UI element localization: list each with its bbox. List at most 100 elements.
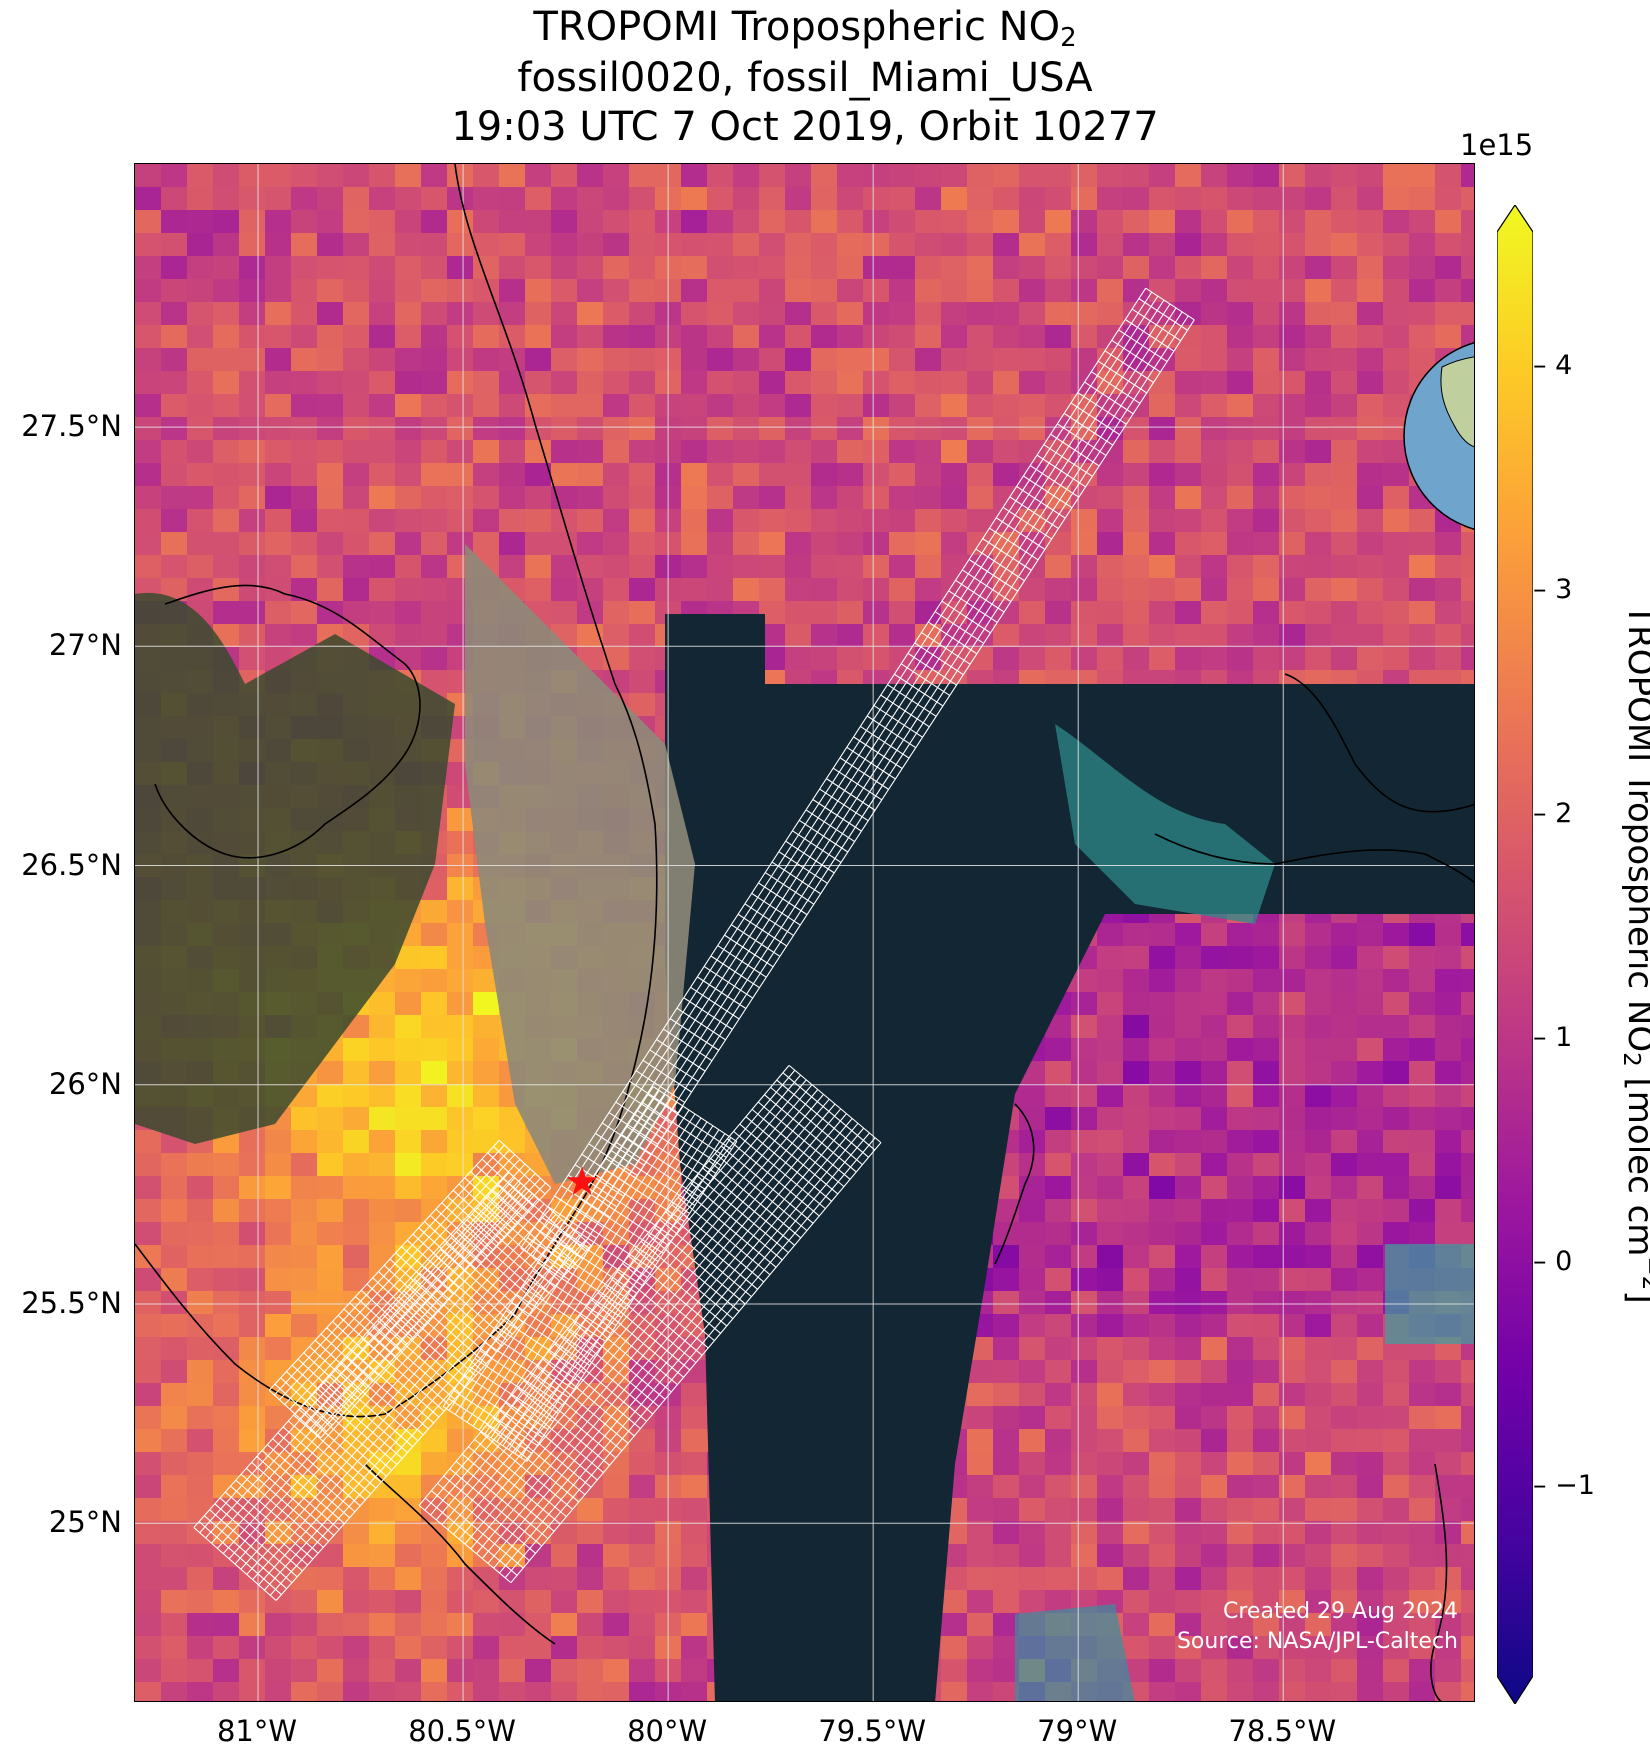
no2-pixel xyxy=(733,233,760,257)
no2-pixel xyxy=(551,1636,578,1660)
no2-pixel xyxy=(421,624,448,648)
no2-pixel xyxy=(1435,1015,1462,1039)
no2-pixel xyxy=(1045,1544,1072,1568)
no2-pixel xyxy=(369,1061,396,1085)
no2-pixel xyxy=(317,1590,344,1614)
map-panel[interactable]: ★ Created 29 Aug 2024 Source: NASA/JPL-C… xyxy=(134,163,1475,1702)
no2-pixel xyxy=(135,302,162,326)
no2-pixel xyxy=(447,440,474,464)
no2-pixel xyxy=(317,256,344,280)
no2-pixel xyxy=(1227,1337,1254,1361)
no2-pixel xyxy=(1461,601,1474,625)
no2-pixel xyxy=(811,601,838,625)
no2-pixel xyxy=(1357,1291,1384,1315)
no2-pixel xyxy=(1071,555,1098,579)
no2-pixel xyxy=(1383,1107,1410,1131)
no2-pixel xyxy=(1019,1314,1046,1338)
no2-pixel xyxy=(213,1475,240,1499)
no2-pixel xyxy=(161,555,188,579)
no2-pixel xyxy=(1227,1590,1254,1614)
no2-pixel xyxy=(967,1406,994,1430)
no2-pixel xyxy=(395,1475,422,1499)
no2-pixel xyxy=(369,1176,396,1200)
no2-pixel xyxy=(1201,1337,1228,1361)
no2-pixel xyxy=(1175,1038,1202,1062)
no2-pixel xyxy=(1123,1613,1150,1637)
no2-pixel xyxy=(291,348,318,372)
no2-pixel xyxy=(265,417,292,441)
no2-pixel xyxy=(187,440,214,464)
no2-pixel xyxy=(1435,1176,1462,1200)
no2-pixel xyxy=(707,555,734,579)
no2-pixel xyxy=(603,1544,630,1568)
no2-pixel xyxy=(1071,1107,1098,1131)
no2-pixel xyxy=(1071,509,1098,533)
no2-pixel xyxy=(525,279,552,303)
no2-pixel xyxy=(1253,1245,1280,1269)
no2-pixel xyxy=(759,164,786,188)
no2-pixel xyxy=(993,1452,1020,1476)
swath-footprint xyxy=(442,1086,738,1462)
no2-pixel xyxy=(1357,394,1384,418)
no2-pixel xyxy=(1305,1337,1332,1361)
no2-pixel xyxy=(187,1613,214,1637)
no2-pixel xyxy=(1149,1406,1176,1430)
no2-pixel xyxy=(239,647,266,671)
no2-pixel xyxy=(1149,969,1176,993)
no2-pixel xyxy=(1305,1475,1332,1499)
no2-pixel xyxy=(681,1452,708,1476)
no2-pixel xyxy=(1435,555,1462,579)
no2-pixel xyxy=(213,348,240,372)
no2-pixel xyxy=(759,371,786,395)
no2-pixel xyxy=(577,394,604,418)
no2-pixel xyxy=(1201,463,1228,487)
no2-pixel xyxy=(759,555,786,579)
no2-pixel xyxy=(629,325,656,349)
no2-pixel xyxy=(213,394,240,418)
no2-pixel xyxy=(421,1038,448,1062)
no2-pixel xyxy=(239,279,266,303)
no2-pixel xyxy=(187,325,214,349)
no2-pixel xyxy=(1019,601,1046,625)
no2-pixel xyxy=(681,1521,708,1545)
no2-pixel xyxy=(447,808,474,832)
no2-pixel xyxy=(1331,210,1358,234)
no2-pixel xyxy=(993,1337,1020,1361)
no2-pixel xyxy=(837,302,864,326)
no2-pixel xyxy=(603,555,630,579)
no2-pixel xyxy=(1279,1682,1306,1701)
no2-pixel xyxy=(135,1682,162,1701)
no2-pixel xyxy=(1019,348,1046,372)
no2-pixel xyxy=(1253,1682,1280,1701)
no2-pixel xyxy=(1331,1383,1358,1407)
no2-pixel xyxy=(1253,923,1280,947)
no2-pixel xyxy=(161,1475,188,1499)
no2-pixel xyxy=(681,463,708,487)
no2-pixel xyxy=(629,1567,656,1591)
no2-pixel xyxy=(1331,1337,1358,1361)
no2-pixel xyxy=(1097,256,1124,280)
no2-pixel xyxy=(421,1176,448,1200)
no2-pixel xyxy=(1227,1613,1254,1637)
longitude-tick-label: 79.5°W xyxy=(818,1714,927,1748)
no2-pixel xyxy=(1201,1199,1228,1223)
no2-pixel xyxy=(317,1176,344,1200)
no2-pixel xyxy=(1175,187,1202,211)
no2-pixel xyxy=(1331,1429,1358,1453)
no2-pixel xyxy=(993,1475,1020,1499)
no2-pixel xyxy=(915,532,942,556)
no2-pixel xyxy=(1097,1130,1124,1154)
no2-pixel xyxy=(1435,1659,1462,1683)
no2-pixel xyxy=(1227,532,1254,556)
no2-pixel xyxy=(1409,1130,1436,1154)
no2-pixel xyxy=(135,1130,162,1154)
no2-pixel xyxy=(915,187,942,211)
no2-pixel xyxy=(1383,1636,1410,1660)
no2-pixel xyxy=(1409,164,1436,188)
no2-pixel xyxy=(785,509,812,533)
no2-pixel xyxy=(1045,1199,1072,1223)
no2-pixel xyxy=(577,164,604,188)
no2-pixel xyxy=(395,1130,422,1154)
no2-pixel xyxy=(187,1245,214,1269)
no2-pixel xyxy=(837,164,864,188)
